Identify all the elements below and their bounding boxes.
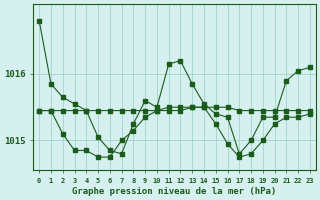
- X-axis label: Graphe pression niveau de la mer (hPa): Graphe pression niveau de la mer (hPa): [72, 187, 277, 196]
